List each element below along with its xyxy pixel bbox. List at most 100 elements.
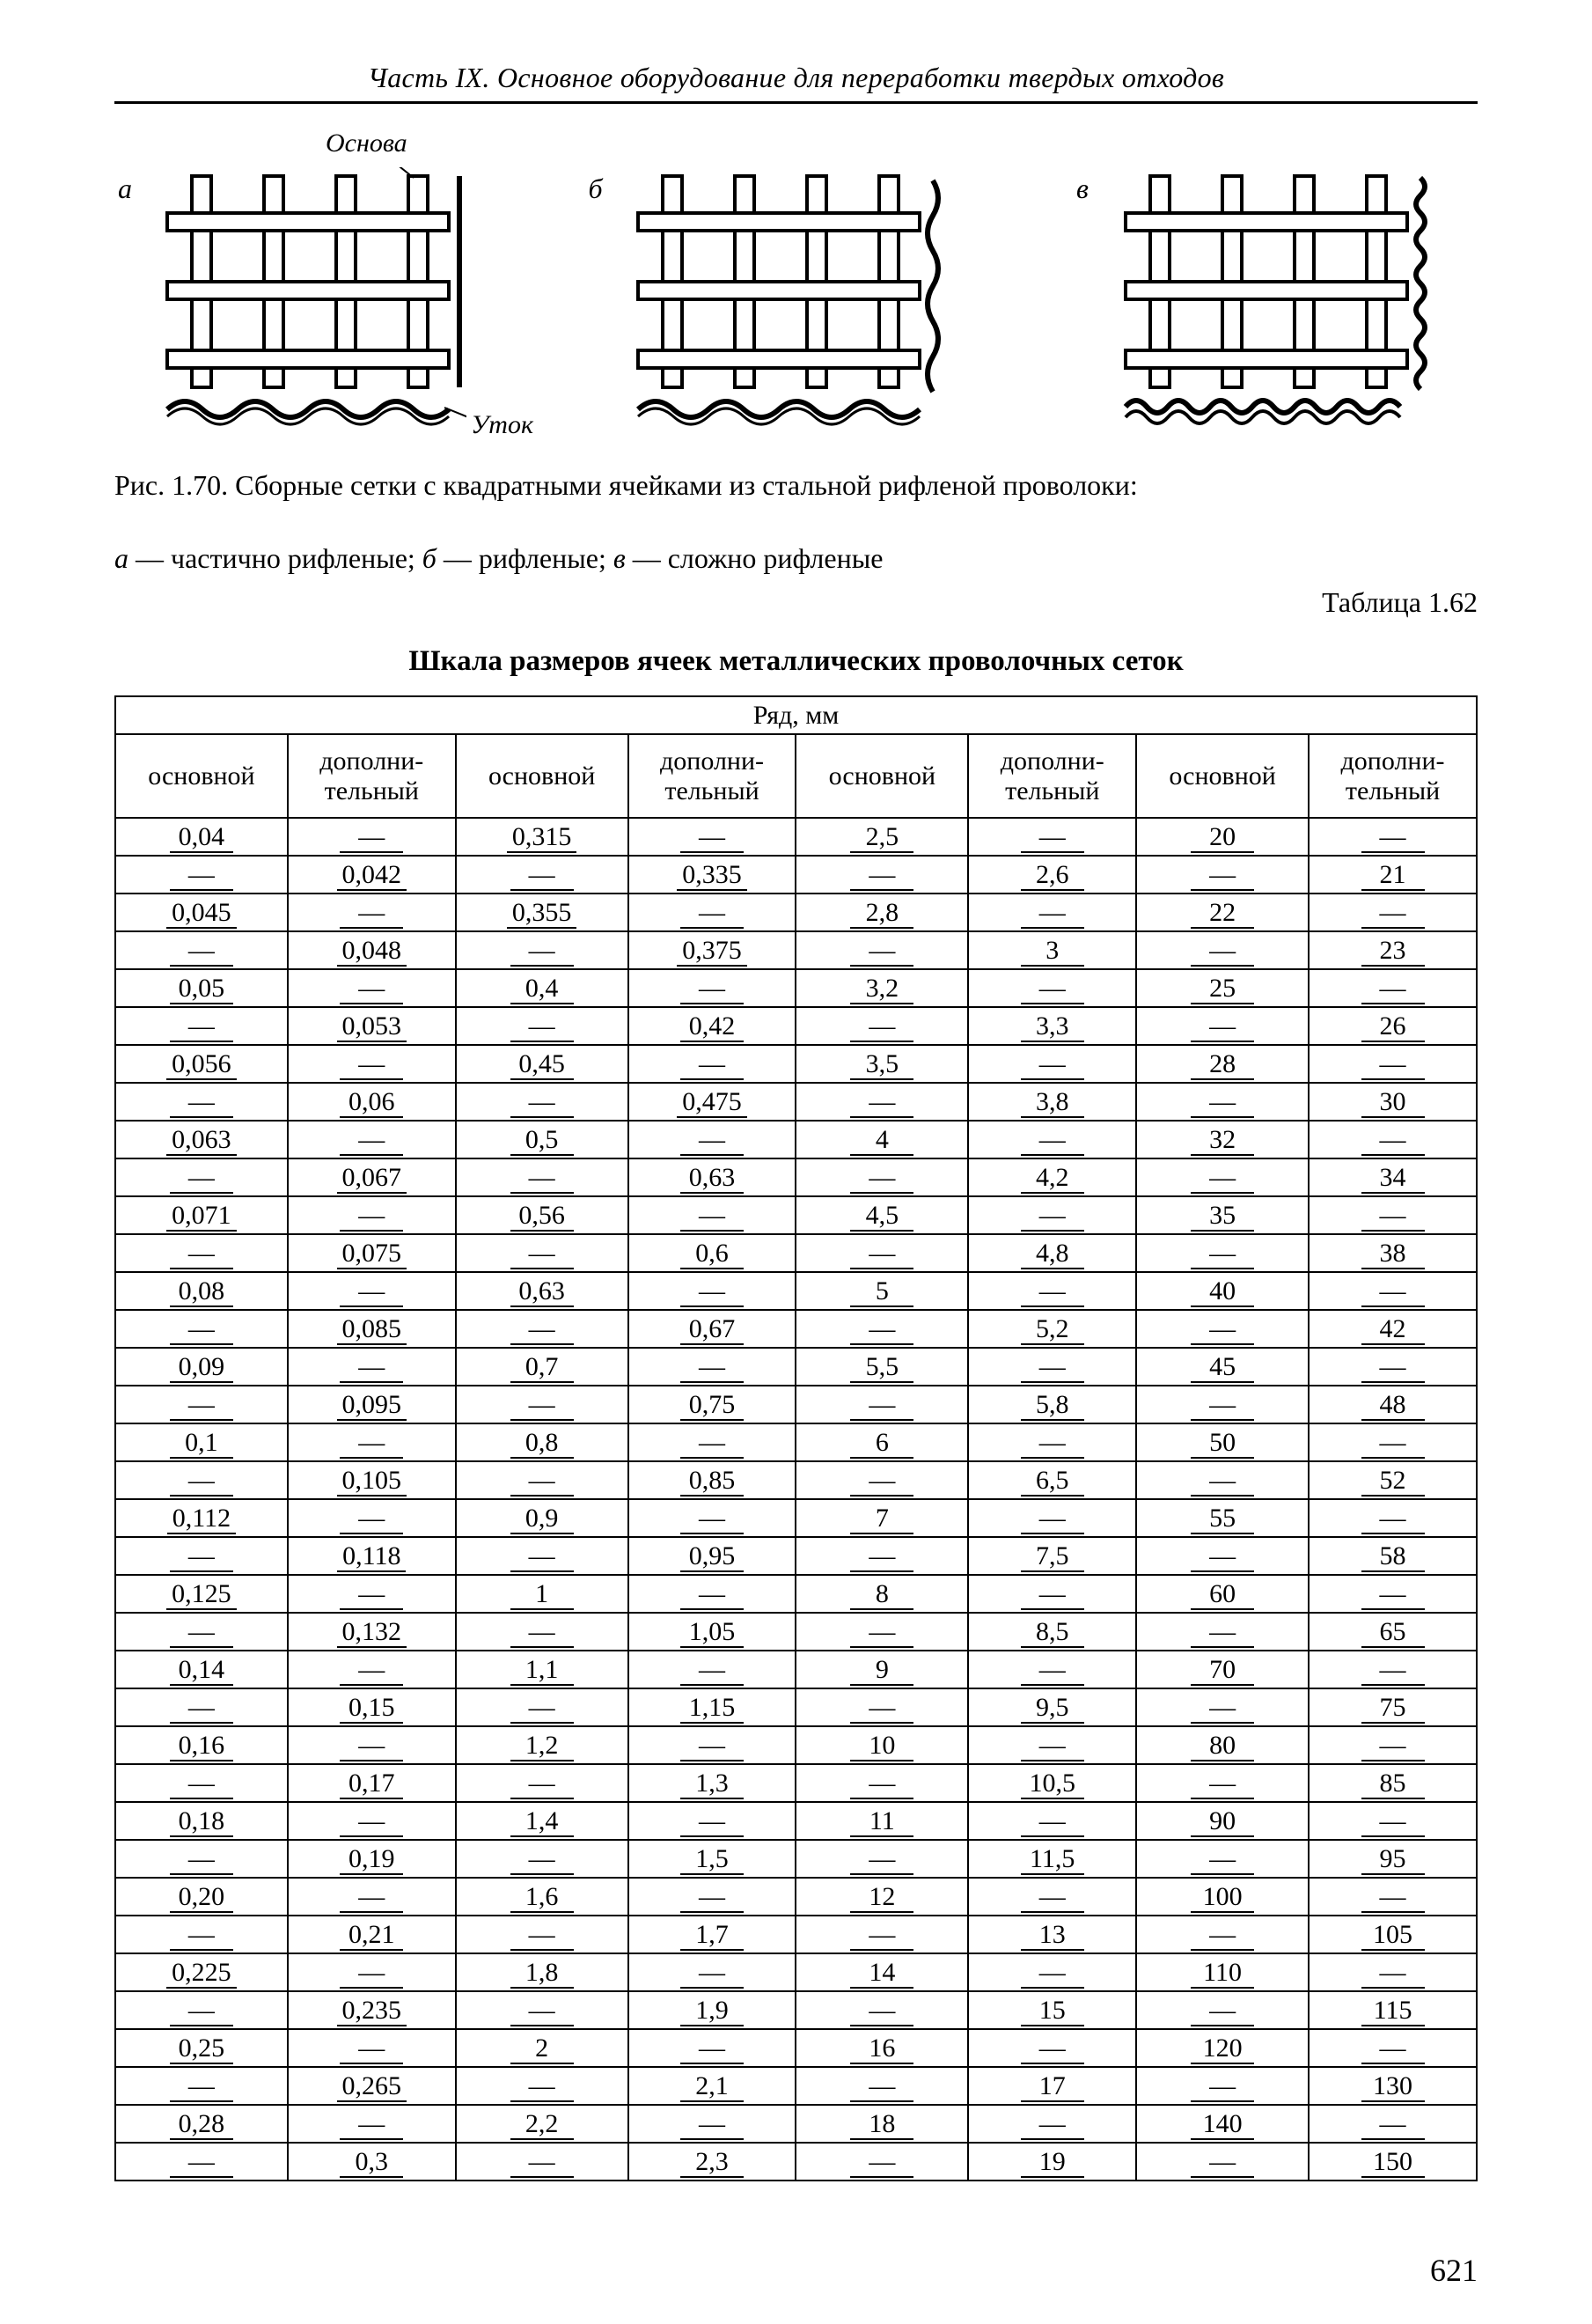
table-cell: —: [1309, 2105, 1477, 2143]
table-cell: —: [796, 856, 968, 894]
table-row: —0,118—0,95—7,5—58: [115, 1537, 1477, 1575]
table-cell: 18: [796, 2105, 968, 2143]
table-cell: 26: [1309, 1007, 1477, 1045]
table-cell: 16: [796, 2029, 968, 2067]
cell-value: 26: [1361, 1012, 1425, 1042]
table-cell: —: [115, 2143, 288, 2181]
table-cell: —: [628, 1575, 796, 1613]
table-cell: 0,225: [115, 1953, 288, 1991]
cell-value: —: [1021, 1050, 1084, 1080]
cell-value: 2: [510, 2034, 574, 2064]
cell-value: 0,225: [166, 1959, 237, 1989]
table-cell: —: [456, 1386, 628, 1423]
table-cell: —: [628, 1726, 796, 1764]
cell-value: —: [850, 937, 913, 967]
table-cell: 140: [1136, 2105, 1309, 2143]
cell-value: 120: [1191, 2034, 1254, 2064]
table-cell: —: [628, 2029, 796, 2067]
cell-value: —: [510, 1769, 574, 1799]
table-cell: —: [456, 856, 628, 894]
mesh-diagram-b: [620, 167, 955, 431]
cell-value: 1,2: [510, 1732, 574, 1761]
table-cell: —: [1309, 1575, 1477, 1613]
table-cell: 0,375: [628, 931, 796, 969]
cell-value: 0,335: [677, 861, 747, 891]
cell-value: —: [340, 974, 403, 1004]
table-cell: —: [1309, 1802, 1477, 1840]
table-cell: 1,8: [456, 1953, 628, 1991]
table-cell: —: [968, 1423, 1136, 1461]
table-cell: 3,5: [796, 1045, 968, 1083]
cell-value: —: [1021, 1429, 1084, 1459]
table-cell: —: [1136, 1613, 1309, 1651]
table-cell: —: [288, 894, 456, 931]
table-row: —0,265—2,1—17—130: [115, 2067, 1477, 2105]
table-cell: 0,335: [628, 856, 796, 894]
table-cell: 14: [796, 1953, 968, 1991]
cell-value: 0,067: [337, 1164, 407, 1194]
mesh-diagram-a: [150, 167, 466, 431]
table-cell: —: [796, 1916, 968, 1953]
cell-value: —: [340, 1429, 403, 1459]
table-cell: —: [796, 1083, 968, 1121]
cell-value: 2,6: [1021, 861, 1084, 891]
figure-cell-c: в: [1108, 167, 1442, 431]
table-cell: 2,6: [968, 856, 1136, 894]
cell-value: 8,5: [1021, 1618, 1084, 1648]
table-cell: 2: [456, 2029, 628, 2067]
cell-value: 110: [1191, 1959, 1254, 1989]
table-row: 0,20—1,6—12—100—: [115, 1878, 1477, 1916]
table-cell: —: [288, 1651, 456, 1688]
table-cell: 42: [1309, 1310, 1477, 1348]
table-cell: 0,1: [115, 1423, 288, 1461]
table-cell: 0,8: [456, 1423, 628, 1461]
table-cell: 120: [1136, 2029, 1309, 2067]
table-cell: 1,4: [456, 1802, 628, 1840]
table-cell: 0,112: [115, 1499, 288, 1537]
table-cell: —: [115, 1461, 288, 1499]
cell-value: —: [1021, 1580, 1084, 1610]
cell-value: —: [1191, 1012, 1254, 1042]
cell-value: —: [1191, 1467, 1254, 1497]
table-cell: —: [628, 1196, 796, 1234]
cell-value: —: [340, 1732, 403, 1761]
table-cell: —: [628, 1272, 796, 1310]
cell-value: —: [1361, 2034, 1425, 2064]
cell-value: —: [1191, 1618, 1254, 1648]
table-cell: 0,105: [288, 1461, 456, 1499]
table-cell: 0,067: [288, 1158, 456, 1196]
table-cell: —: [968, 1953, 1136, 1991]
table-row: —0,17—1,3—10,5—85: [115, 1764, 1477, 1802]
cell-value: —: [340, 899, 403, 929]
table-cell: 6,5: [968, 1461, 1136, 1499]
table-cell: —: [1309, 2029, 1477, 2067]
table-title: Шкала размеров ячеек металлических прово…: [114, 645, 1478, 678]
table-cell: 0,08: [115, 1272, 288, 1310]
table-cell: —: [1136, 1991, 1309, 2029]
table-cell: —: [628, 1802, 796, 1840]
cell-value: —: [510, 1467, 574, 1497]
cell-value: 18: [850, 2110, 913, 2140]
table-cell: 1,1: [456, 1651, 628, 1688]
osnova-label: Основа: [326, 129, 407, 158]
cell-value: 3,2: [850, 974, 913, 1004]
table-cell: 0,118: [288, 1537, 456, 1575]
cell-value: 4,2: [1021, 1164, 1084, 1194]
table-cell: —: [288, 1045, 456, 1083]
cell-value: 1,8: [510, 1959, 574, 1989]
cell-value: 3,5: [850, 1050, 913, 1080]
table-cell: —: [288, 1121, 456, 1158]
table-cell: —: [796, 1386, 968, 1423]
cell-value: —: [510, 1921, 574, 1951]
table-cell: 1,6: [456, 1878, 628, 1916]
cell-value: 0,053: [337, 1012, 407, 1042]
cell-value: —: [510, 1088, 574, 1118]
table-cell: 1,2: [456, 1726, 628, 1764]
cell-value: —: [1021, 1959, 1084, 1989]
table-cell: 12: [796, 1878, 968, 1916]
cell-value: 1,7: [680, 1921, 744, 1951]
table-cell: 3: [968, 931, 1136, 969]
cell-value: 6: [850, 1429, 913, 1459]
caption-key-c: в: [613, 542, 626, 574]
cell-value: —: [170, 1164, 233, 1194]
